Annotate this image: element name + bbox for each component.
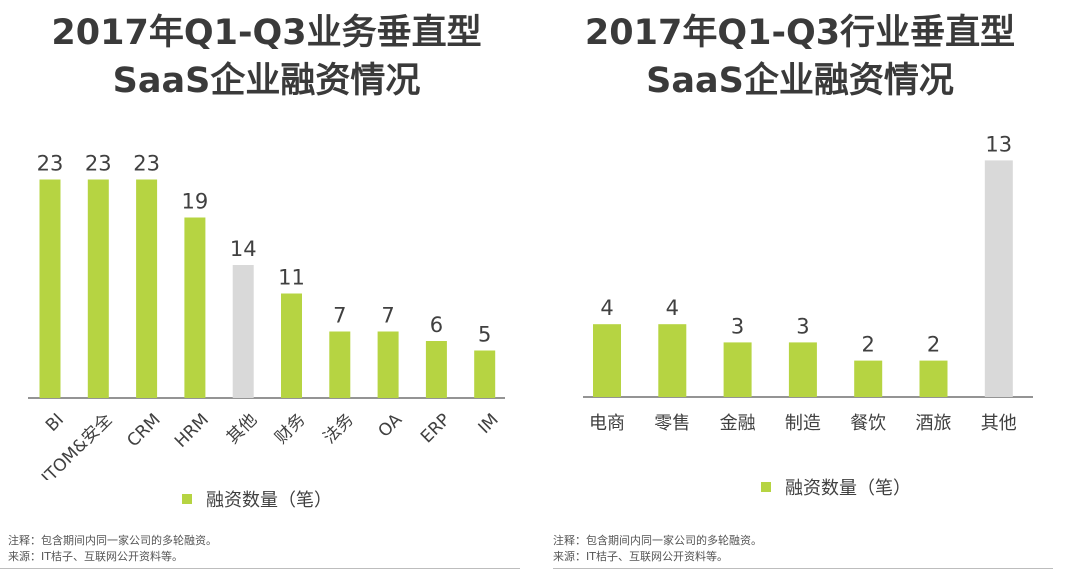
left-legend-label: 融资数量（笔） (206, 490, 332, 511)
category-tick-label: 其他 (981, 413, 1017, 434)
left-source: 来源：IT桔子、互联网公开资料等。 (8, 550, 183, 563)
bar (658, 324, 687, 397)
category-tick-label: ERP (417, 410, 454, 447)
left-footer-rule (0, 568, 520, 569)
category-tick-label: 金融 (720, 413, 756, 434)
right-footer-rule (553, 568, 1053, 569)
bar (232, 265, 254, 398)
data-label: 23 (133, 152, 160, 176)
bar (184, 217, 206, 398)
category-tick-label: CRM (123, 410, 164, 451)
bar (984, 160, 1013, 397)
right-bar-chart: 4 电商 4 零售 3 金融 3 制造 2 餐饮 2 酒旅 13 其他 (583, 132, 1033, 434)
data-label: 11 (278, 266, 305, 290)
bar (474, 350, 496, 398)
legend-swatch (761, 482, 771, 492)
right-note: 注释：包含期间内同一家公司的多轮融资。 (553, 534, 762, 547)
bar (281, 293, 302, 398)
data-label: 14 (230, 237, 257, 261)
bar (136, 179, 158, 398)
bar (329, 331, 351, 398)
data-label: 6 (430, 313, 443, 337)
category-tick-label: HRM (171, 410, 213, 452)
left-chart-title-line2: SaaS企业融资情况 (112, 61, 421, 101)
left-bar-chart: 23BI23ITOM&安全23CRM19HRM14其他11财务7法务7OA6ER… (28, 152, 505, 480)
bar (919, 360, 948, 397)
category-tick-label: 制造 (785, 413, 821, 434)
data-label: 2 (927, 333, 940, 357)
data-label: 2 (862, 333, 875, 357)
data-label: 5 (478, 323, 491, 347)
right-chart-panel: 2017年Q1-Q3行业垂直型 SaaS企业融资情况 4 电商 4 零售 3 金融 3 制造 2… (533, 0, 1067, 575)
bar (39, 179, 61, 398)
category-tick-label: 其他 (223, 410, 261, 448)
bar (788, 342, 817, 397)
left-legend: 融资数量（笔） (182, 486, 332, 512)
category-tick-label: BI (42, 410, 68, 436)
right-legend-label: 融资数量（笔） (785, 478, 911, 499)
right-source: 来源：IT桔子、互联网公开资料等。 (553, 550, 728, 563)
data-label: 3 (796, 314, 809, 338)
data-label: 23 (37, 152, 64, 176)
category-tick-label: 零售 (654, 413, 690, 434)
bar (425, 341, 447, 398)
bar (377, 331, 399, 398)
right-chart-title-line2: SaaS企业融资情况 (646, 61, 954, 101)
left-chart-title-line1: 2017年Q1-Q3业务垂直型 (51, 13, 482, 53)
bar (593, 324, 621, 397)
category-tick-label: 餐饮 (850, 413, 886, 434)
category-tick-label: 酒旅 (916, 413, 952, 434)
data-label: 19 (182, 190, 209, 214)
data-label: 4 (600, 296, 613, 320)
data-label: 23 (85, 152, 112, 176)
category-tick-label: 法务 (320, 410, 358, 448)
left-note: 注释：包含期间内同一家公司的多轮融资。 (8, 534, 217, 547)
bar (87, 179, 109, 398)
legend-swatch (182, 494, 192, 504)
right-chart-title-line1: 2017年Q1-Q3行业垂直型 (584, 13, 1016, 53)
category-tick-label: 电商 (589, 413, 625, 434)
category-tick-label: 财务 (271, 410, 309, 448)
category-tick-label: IM (475, 410, 503, 438)
category-tick-label: OA (374, 410, 406, 442)
data-label: 4 (666, 296, 679, 320)
right-legend: 融资数量（笔） (761, 474, 911, 500)
bar (854, 360, 883, 397)
data-label: 13 (985, 132, 1012, 156)
data-label: 3 (731, 314, 744, 338)
left-chart-panel: 2017年Q1-Q3业务垂直型 SaaS企业融资情况 23 BI 23 ITOM&安全… (0, 0, 533, 575)
data-label: 7 (333, 304, 346, 328)
data-label: 7 (381, 304, 394, 328)
bar (723, 342, 752, 397)
